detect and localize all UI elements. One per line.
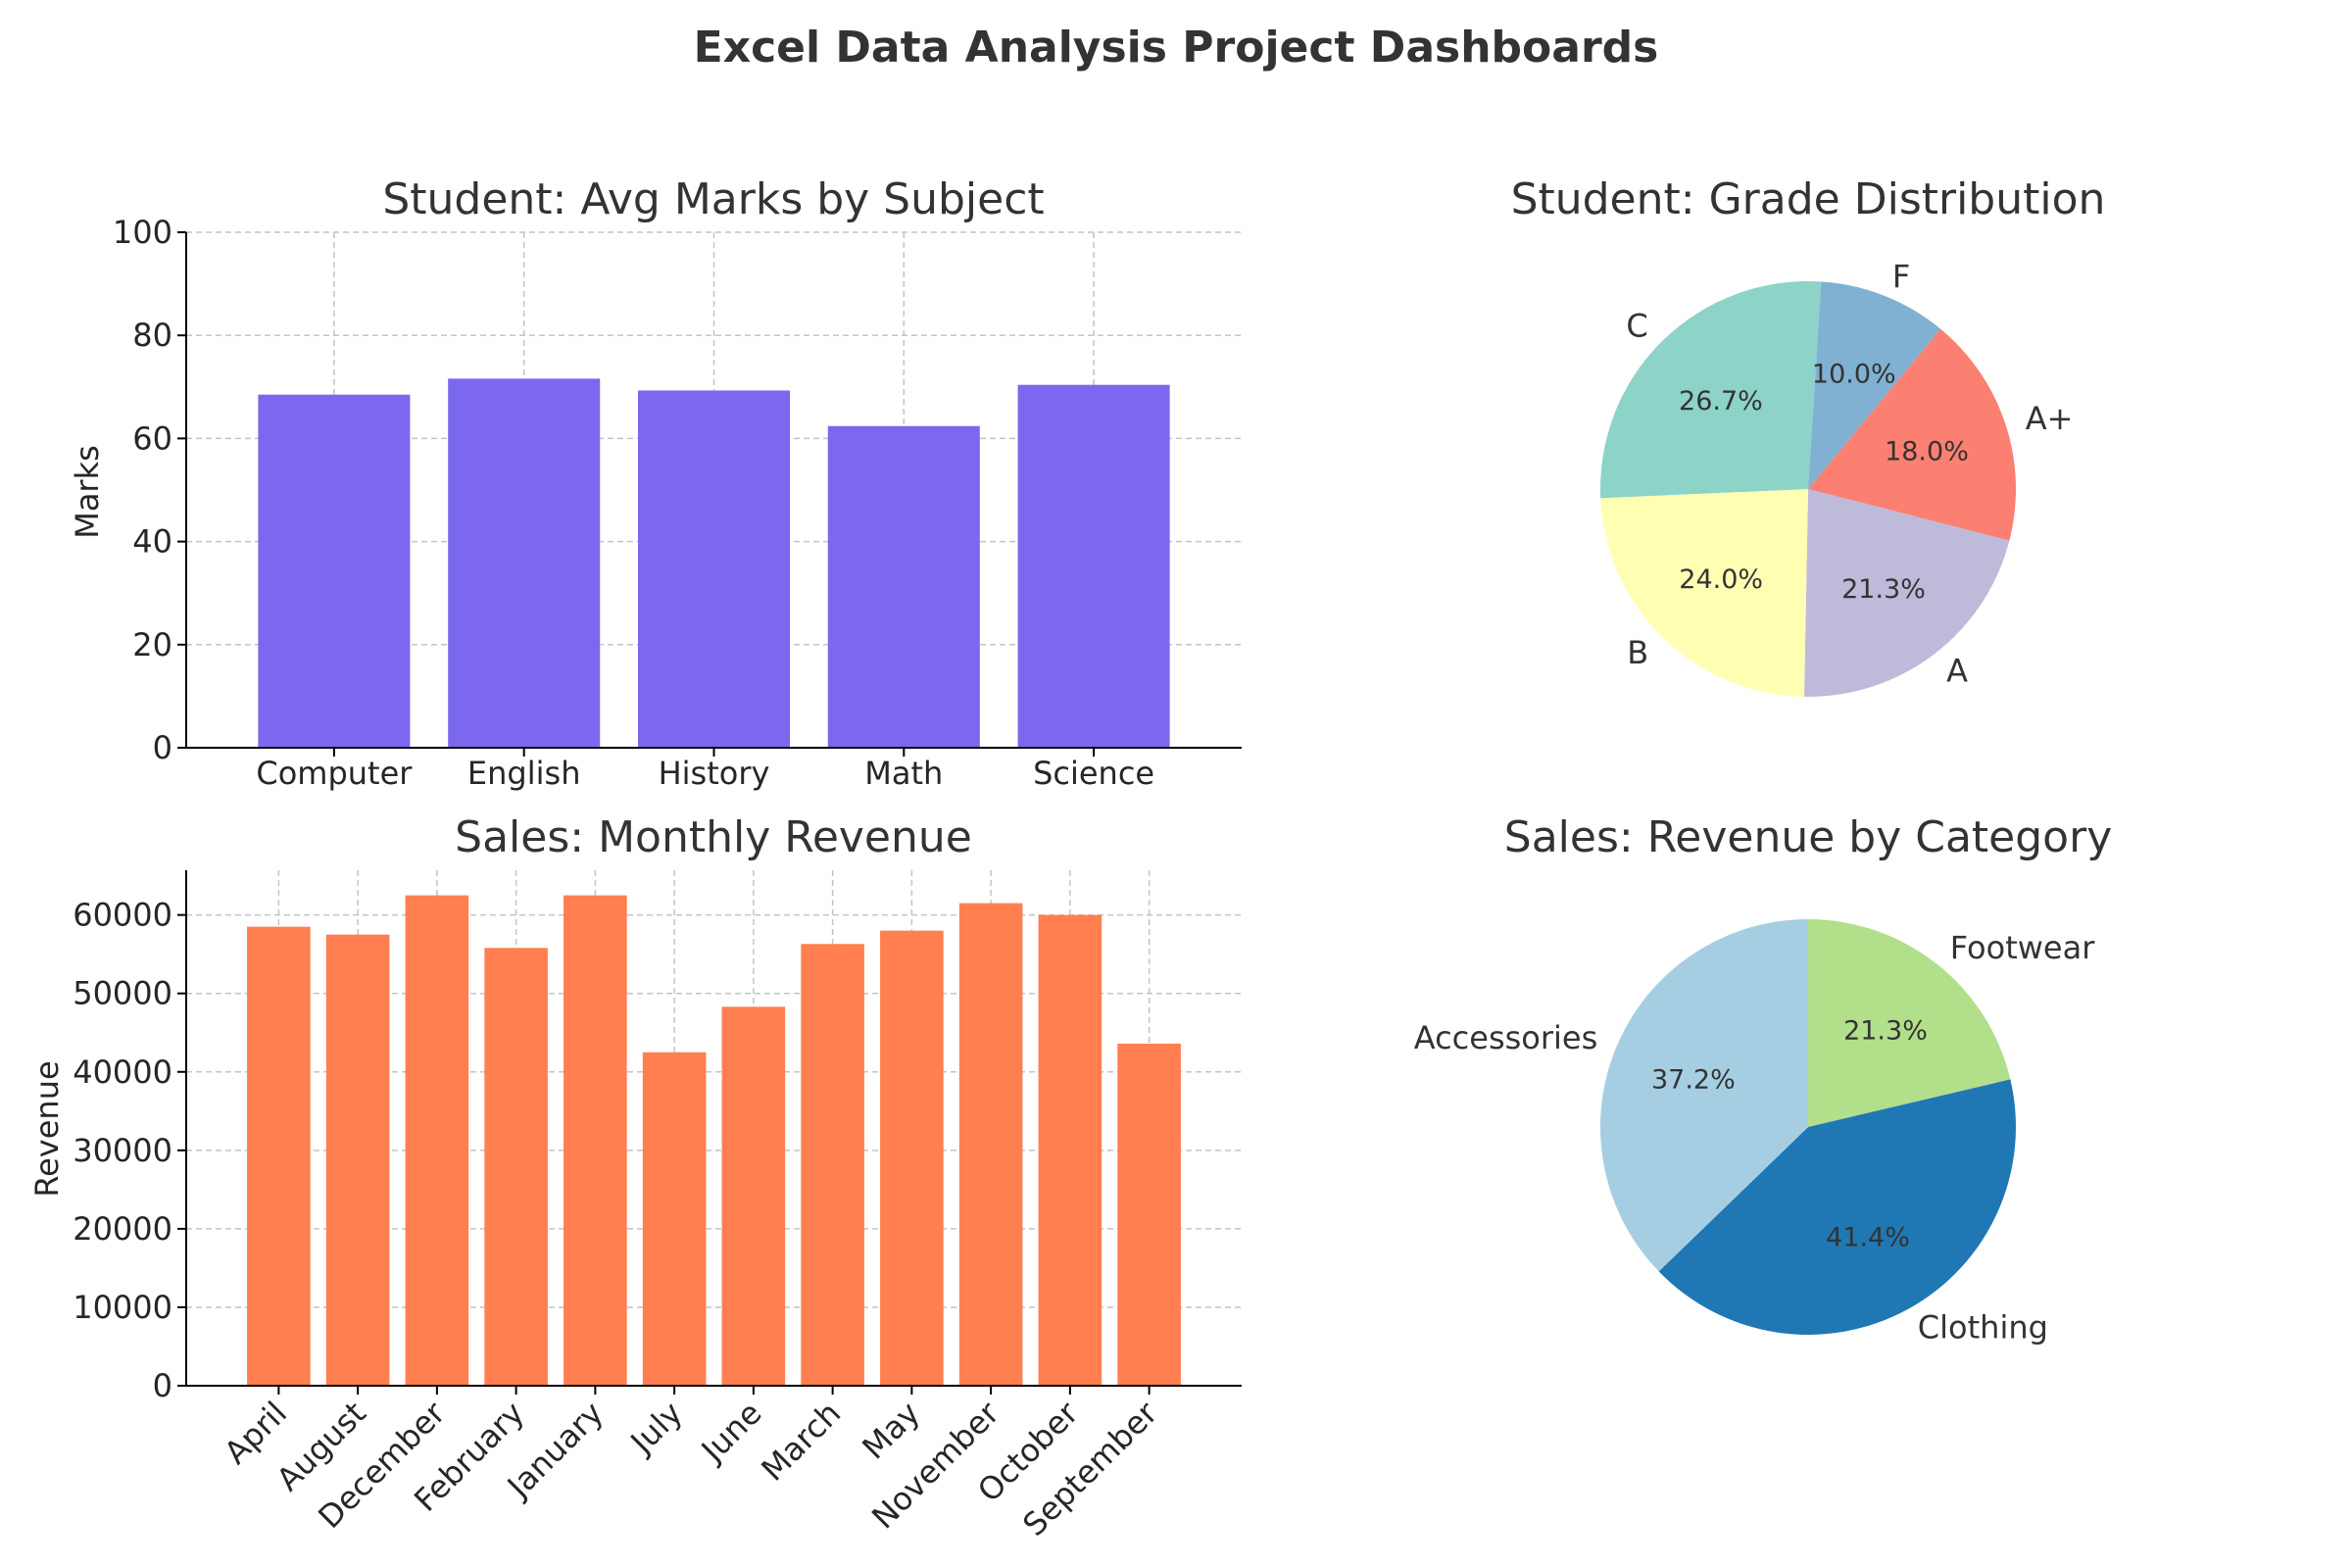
pie-slice	[1808, 328, 2016, 541]
y-tick-label: 20000	[73, 1210, 172, 1248]
pie-slice-label: A	[1946, 653, 1968, 690]
pie-slice-label: B	[1627, 634, 1648, 671]
chart-grade-distribution-plot: A+ 18.0% A 21.3% B 24.0% C 26.7% F 10.0%	[1600, 258, 2073, 697]
bar	[721, 1006, 786, 1386]
y-tick-label: 60000	[73, 897, 172, 934]
bar	[958, 903, 1023, 1386]
pie-slice	[1808, 919, 2011, 1127]
y-tick-label: 0	[153, 1367, 172, 1404]
chart-monthly-revenue-title: Sales: Monthly Revenue	[455, 812, 972, 862]
pie-percent-label: 26.7%	[1679, 386, 1763, 416]
bar	[448, 378, 601, 748]
y-tick-label: 100	[113, 214, 172, 251]
pie-slice-label: Clothing	[1918, 1309, 2048, 1347]
chart-avg-marks-title: Student: Avg Marks by Subject	[382, 174, 1044, 224]
pie-slice-label: F	[1892, 258, 1910, 295]
bar	[325, 934, 390, 1386]
y-tick-label: 50000	[73, 975, 172, 1012]
y-tick-label: 80	[132, 317, 172, 354]
chart-monthly-revenue-ylabel: Revenue	[28, 1060, 66, 1197]
bar	[258, 394, 411, 748]
chart-revenue-by-category: Sales: Revenue by Category Footwear 21.3%…	[1414, 812, 2112, 1347]
bar	[827, 425, 980, 748]
bar	[564, 895, 627, 1386]
bar	[405, 895, 469, 1386]
y-tick-label: 40	[132, 523, 172, 561]
y-tick-label: 20	[132, 626, 172, 663]
pie-slice	[1600, 489, 1808, 697]
bar	[801, 944, 864, 1386]
pie-slice	[1808, 281, 1941, 489]
y-tick-label: 60	[132, 419, 172, 457]
x-tick-label: History	[659, 755, 770, 792]
y-tick-label: 40000	[73, 1054, 172, 1091]
bar	[880, 930, 944, 1386]
pie-slice	[1804, 489, 2010, 697]
y-tick-label: 10000	[73, 1289, 172, 1326]
y-tick-label: 0	[153, 729, 172, 766]
pie-percent-label: 21.3%	[1843, 1015, 1928, 1046]
chart-avg-marks-ylabel: Marks	[69, 445, 106, 539]
pie-percent-label: 24.0%	[1679, 564, 1763, 595]
dashboard-title: Excel Data Analysis Project Dashboards	[694, 23, 1659, 73]
pie-slice-label: A+	[2026, 400, 2074, 437]
chart-revenue-by-category-title: Sales: Revenue by Category	[1504, 812, 2112, 862]
pie-slice	[1600, 281, 1822, 499]
x-tick-label: May	[855, 1395, 927, 1467]
y-tick-label: 30000	[73, 1132, 172, 1169]
pie-slice-label: C	[1626, 308, 1647, 345]
pie-slice	[1658, 1079, 2016, 1335]
pie-percent-label: 21.3%	[1841, 574, 1926, 605]
pie-slice-label: Accessories	[1414, 1019, 1598, 1056]
bar	[1017, 384, 1170, 748]
pie-percent-label: 37.2%	[1651, 1064, 1736, 1095]
bar	[1038, 914, 1102, 1386]
pie-slice	[1600, 919, 1808, 1272]
pie-slice-label: Footwear	[1950, 929, 2095, 966]
chart-grade-distribution: Student: Grade Distribution A+ 18.0% A 21.3…	[1511, 174, 2106, 697]
x-tick-label: March	[754, 1395, 848, 1489]
x-tick-label: English	[467, 755, 581, 792]
x-tick-label: Math	[864, 755, 943, 792]
chart-avg-marks-plot: 0 20 40 60 80 100 Computer English History Math Sc…	[113, 214, 1242, 792]
bar	[247, 926, 311, 1386]
x-tick-label: Science	[1033, 755, 1154, 792]
bar	[1117, 1043, 1181, 1386]
chart-grade-distribution-title: Student: Grade Distribution	[1511, 174, 2106, 224]
chart-avg-marks: Student: Avg Marks by Subject Marks 0 20 4…	[69, 174, 1242, 792]
pie-percent-label: 41.4%	[1826, 1223, 1910, 1253]
x-tick-label: Computer	[256, 755, 413, 792]
pie-percent-label: 10.0%	[1812, 360, 1896, 390]
bar	[484, 948, 548, 1386]
x-tick-label: July	[622, 1395, 690, 1462]
chart-revenue-by-category-plot: Footwear 21.3% Clothing 41.4% Accessories 37.…	[1414, 919, 2095, 1347]
pie-percent-label: 18.0%	[1885, 437, 1969, 467]
chart-monthly-revenue-plot: 0100002000030000400005000060000AprilAugu…	[73, 870, 1242, 1544]
bar	[642, 1052, 707, 1386]
bar	[637, 390, 791, 748]
chart-monthly-revenue: Sales: Monthly Revenue Revenue 0 10000 200…	[28, 812, 1242, 1544]
